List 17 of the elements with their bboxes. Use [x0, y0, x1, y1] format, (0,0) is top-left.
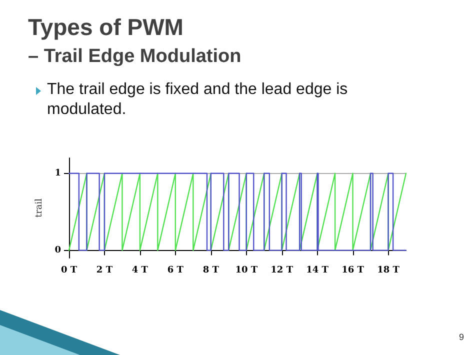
- chart-subtitle: – Trail Edge Modulation: [28, 46, 242, 68]
- x-tick-label: 6 T: [167, 266, 184, 276]
- text: 9: [458, 332, 464, 342]
- x-tick-label: 12 T: [270, 266, 294, 276]
- y-tick-label: 0: [54, 245, 61, 256]
- x-tick-label: 10 T: [235, 266, 258, 276]
- y-tick-label: 1: [54, 168, 61, 178]
- x-tick-label: 2 T: [96, 266, 113, 276]
- x-tick-label: 8 T: [202, 266, 220, 276]
- y-axis-title: trail: [34, 198, 44, 218]
- chart-title: Types of PWM: [28, 14, 184, 41]
- x-tick-label: 14 T: [306, 266, 329, 276]
- text: The trail edge is fixed and the lead edge is modulated.: [47, 80, 349, 120]
- x-tick-label: 4 T: [132, 266, 148, 276]
- x-tick-label: 16 T: [342, 266, 364, 276]
- x-tick-label: 0 T: [60, 266, 78, 276]
- x-tick-label: 18 T: [377, 266, 400, 276]
